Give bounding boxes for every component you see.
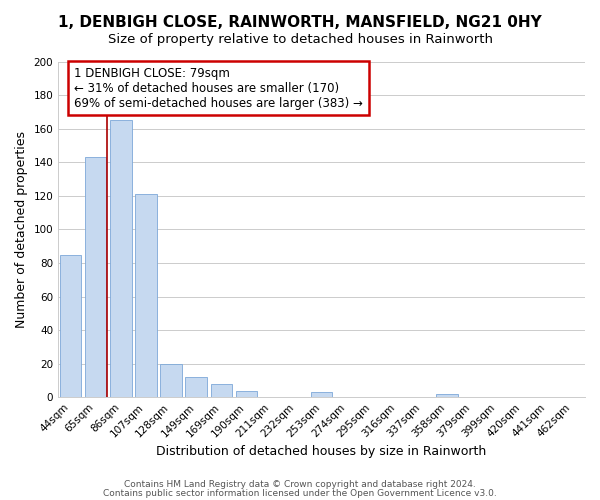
Text: Size of property relative to detached houses in Rainworth: Size of property relative to detached ho…: [107, 32, 493, 46]
Bar: [160, 364, 182, 397]
Bar: [311, 392, 332, 397]
Text: 1 DENBIGH CLOSE: 79sqm
← 31% of detached houses are smaller (170)
69% of semi-de: 1 DENBIGH CLOSE: 79sqm ← 31% of detached…: [74, 66, 363, 110]
Bar: [136, 194, 157, 397]
Bar: [185, 377, 207, 397]
Bar: [85, 157, 106, 397]
Y-axis label: Number of detached properties: Number of detached properties: [15, 131, 28, 328]
X-axis label: Distribution of detached houses by size in Rainworth: Distribution of detached houses by size …: [157, 444, 487, 458]
Text: Contains public sector information licensed under the Open Government Licence v3: Contains public sector information licen…: [103, 488, 497, 498]
Bar: [211, 384, 232, 397]
Bar: [436, 394, 458, 397]
Bar: [236, 390, 257, 397]
Text: 1, DENBIGH CLOSE, RAINWORTH, MANSFIELD, NG21 0HY: 1, DENBIGH CLOSE, RAINWORTH, MANSFIELD, …: [58, 15, 542, 30]
Bar: [110, 120, 131, 397]
Bar: [60, 254, 82, 397]
Text: Contains HM Land Registry data © Crown copyright and database right 2024.: Contains HM Land Registry data © Crown c…: [124, 480, 476, 489]
